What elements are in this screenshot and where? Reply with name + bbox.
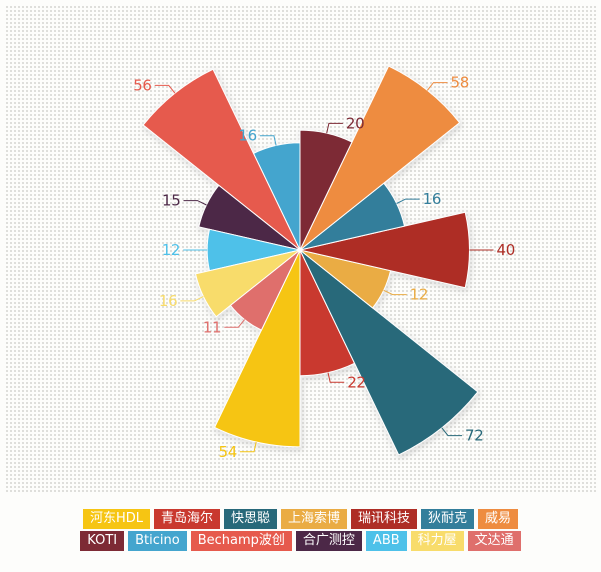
rose-chart-svg: 54 22 72 12 40 16 58 20 16 56 15 12 16 11 (133, 65, 515, 461)
rose-sector-瑞讯科技[interactable] (299, 211, 470, 289)
rose-sector-快思聪[interactable] (299, 249, 479, 456)
legend-item-KOTI[interactable]: KOTI (80, 531, 125, 551)
legend-item-河东HDL[interactable]: 河东HDL (82, 509, 150, 529)
value-label-ABB: 12 (162, 241, 181, 259)
value-label-上海索博: 12 (410, 286, 429, 304)
legend-row-1: 河东HDL 青岛海尔 快思聪 上海索博 瑞讯科技 狄耐克 威易 (82, 509, 519, 529)
label-line-Bechamp波创 (154, 84, 176, 94)
value-label-Bticino: 16 (238, 127, 257, 145)
rose-value-labels: 54 22 72 12 40 16 58 20 16 56 15 12 16 11 (133, 74, 515, 461)
value-label-瑞讯科技: 40 (497, 241, 516, 259)
legend-item-Bechamp波创[interactable]: Bechamp波创 (190, 531, 292, 551)
rose-sector-科力屋[interactable] (194, 249, 301, 318)
label-line-河东HDL (240, 441, 257, 453)
value-label-河东HDL: 54 (219, 443, 238, 461)
value-label-快思聪: 72 (465, 427, 484, 445)
label-line-狄耐克 (396, 198, 420, 204)
legend-item-Bticino[interactable]: Bticino (128, 531, 187, 551)
label-line-青岛海尔 (327, 372, 345, 383)
value-label-合广测控: 15 (162, 192, 181, 210)
legend-item-瑞讯科技[interactable]: 瑞讯科技 (351, 509, 418, 529)
legend-item-青岛海尔[interactable]: 青岛海尔 (153, 509, 220, 529)
value-label-狄耐克: 16 (423, 190, 442, 208)
legend-item-合广测控[interactable]: 合广测控 (295, 531, 362, 551)
label-line-科力屋 (180, 296, 204, 302)
value-label-文达通: 11 (203, 318, 222, 336)
legend-item-科力屋[interactable]: 科力屋 (410, 531, 464, 551)
rose-sectors (142, 65, 479, 456)
value-label-青岛海尔: 22 (347, 373, 366, 391)
rose-sector-河东HDL[interactable] (213, 249, 301, 448)
label-line-文达通 (224, 319, 245, 328)
label-line-KOTI (326, 122, 343, 134)
legend-item-ABB[interactable]: ABB (365, 531, 407, 551)
label-line-快思聪 (441, 427, 462, 437)
label-line-Bticino (259, 135, 277, 146)
legend: 河东HDL 青岛海尔 快思聪 上海索博 瑞讯科技 狄耐克 威易 KOTI Bticino Bec… (0, 509, 601, 551)
legend-item-快思聪[interactable]: 快思聪 (223, 509, 277, 529)
legend-row-2: KOTI Bticino Bechamp波创 合广测控 ABB 科力屋 文达通 (80, 531, 521, 551)
value-label-KOTI: 20 (346, 114, 365, 132)
legend-item-文达通[interactable]: 文达通 (467, 531, 521, 551)
legend-item-狄耐克[interactable]: 狄耐克 (421, 509, 475, 529)
value-label-威易: 58 (451, 74, 470, 92)
rose-sector-威易[interactable] (299, 65, 461, 251)
value-label-Bechamp波创: 56 (133, 76, 152, 94)
label-line-威易 (426, 82, 448, 91)
label-line-上海索博 (383, 289, 407, 296)
legend-item-上海索博[interactable]: 上海索博 (281, 509, 348, 529)
legend-item-威易[interactable]: 威易 (478, 509, 519, 529)
label-line-合广测控 (183, 200, 207, 206)
value-label-科力屋: 16 (159, 292, 178, 310)
